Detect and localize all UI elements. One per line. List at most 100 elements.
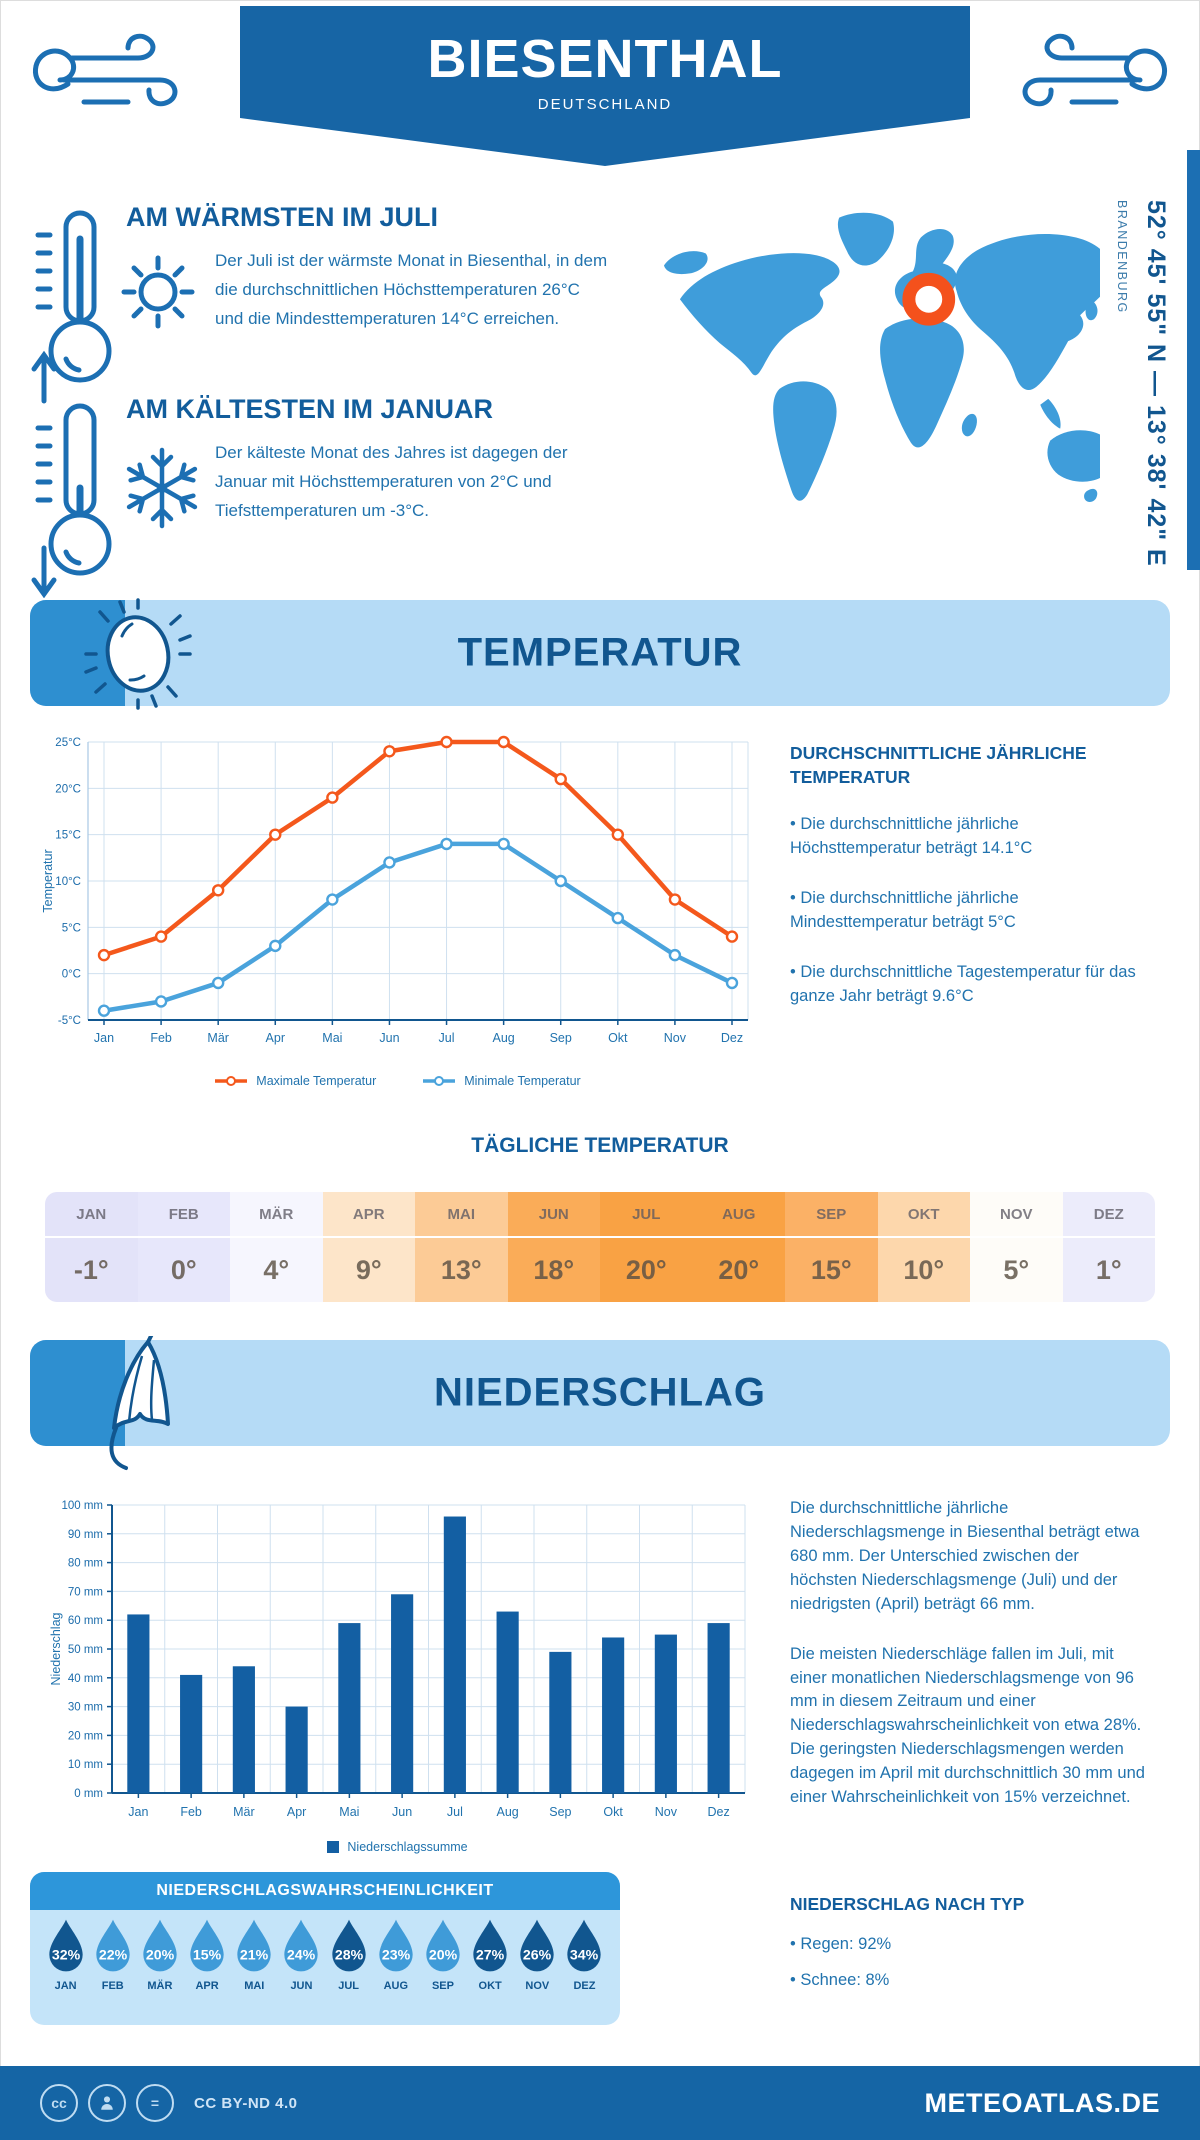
coldest-month-text: Der kälteste Monat des Jahres ist dagege…	[215, 443, 568, 520]
thermometer-up-icon	[31, 210, 112, 404]
location-marker	[902, 272, 956, 326]
daily-temp-column: MÄR 4°	[230, 1192, 323, 1302]
precipitation-paragraph: Die meisten Niederschläge fallen im Juli…	[790, 1644, 1145, 1807]
probability-drop: 34% DEZ	[561, 1918, 608, 1992]
svg-text:50 mm: 50 mm	[68, 1644, 103, 1656]
water-drop-icon: 28%	[331, 1919, 366, 1972]
brand-link[interactable]: METEOATLAS.DE	[924, 2087, 1160, 2118]
svg-text:Jan: Jan	[94, 1031, 114, 1045]
warmest-month-title: AM WÄRMSTEN IM JULI	[126, 202, 438, 232]
daily-temp-column: DEZ 1°	[1062, 1192, 1155, 1302]
svg-text:Feb: Feb	[150, 1031, 172, 1045]
temperature-bullet: • Die durchschnittliche Tagestemperatur …	[790, 962, 1136, 1005]
precipitation-section-banner: NIEDERSCHLAG	[30, 1336, 1170, 1470]
umbrella-banner-icon	[109, 1336, 170, 1470]
daily-temp-column: JAN -1°	[45, 1192, 138, 1302]
svg-text:23%: 23%	[382, 1948, 411, 1964]
daily-temp-month: DEZ	[1093, 1205, 1124, 1223]
water-drop-icon: 26%	[520, 1919, 554, 1972]
probability-title: NIEDERSCHLAGSWAHRSCHEINLICHKEIT	[30, 1872, 620, 1910]
svg-text:Aug: Aug	[493, 1031, 515, 1045]
daily-temp-month: SEP	[816, 1205, 847, 1223]
daily-temp-column: OKT 10°	[877, 1192, 970, 1302]
svg-text:34%: 34%	[570, 1948, 599, 1964]
svg-text:30 mm: 30 mm	[68, 1702, 103, 1714]
svg-text:Nov: Nov	[655, 1805, 678, 1819]
sun-icon	[121, 255, 195, 329]
daily-temperature-title: TÄGLICHE TEMPERATUR	[471, 1134, 729, 1157]
probability-drop: 26% NOV	[514, 1918, 561, 1992]
header-banner: BIESENTHAL DEUTSCHLAND	[240, 6, 970, 166]
water-drop-icon: 32%	[48, 1919, 83, 1972]
water-drop-icon: 24%	[284, 1919, 319, 1972]
page-title: BIESENTHAL	[427, 29, 783, 89]
probability-drop: 28% JUL	[325, 1918, 372, 1992]
daily-temp-value: 5°	[970, 1236, 1063, 1302]
daily-temp-column: NOV 5°	[970, 1192, 1063, 1302]
daily-temp-month: FEB	[168, 1205, 199, 1223]
svg-text:Aug: Aug	[497, 1805, 519, 1819]
svg-text:24%: 24%	[287, 1948, 316, 1964]
cc-by-person-icon[interactable]	[88, 2084, 126, 2122]
temperature-bullet: • Die durchschnittliche jährliche Mindes…	[790, 889, 1019, 932]
probability-drops: 32% JAN 22% FEB 20% MÄR 15% APR 21% MAI 24% JUN 28% J…	[30, 1910, 620, 1992]
daily-temperature-table: JAN -1° FEB 0° MÄR 4° APR 9° MAI 13° JUN 18° JUL 20° A…	[45, 1192, 1155, 1302]
precipitation-probability-panel: NIEDERSCHLAGSWAHRSCHEINLICHKEIT 32% JAN 22…	[30, 1872, 620, 2025]
water-drop-icon: 23%	[379, 1919, 413, 1972]
daily-temp-value: 20°	[692, 1236, 785, 1302]
water-drop-icon: 21%	[237, 1919, 271, 1972]
daily-temp-month: JUN	[538, 1205, 569, 1223]
svg-text:Jun: Jun	[392, 1805, 412, 1819]
svg-text:0 mm: 0 mm	[74, 1788, 103, 1800]
probability-drop: 24% JUN	[278, 1918, 325, 1992]
svg-text:20°C: 20°C	[55, 783, 81, 795]
probability-drop: 23% AUG	[372, 1918, 419, 1992]
water-drop-icon: 27%	[473, 1919, 507, 1972]
svg-text:Sep: Sep	[550, 1031, 572, 1045]
svg-text:Jun: Jun	[379, 1031, 399, 1045]
precipitation-type-bullet: • Regen: 92%	[790, 1934, 892, 1953]
probability-drop: 27% OKT	[467, 1918, 514, 1992]
daily-temp-value: 9°	[322, 1236, 415, 1302]
cc-icon[interactable]: cc	[40, 2084, 78, 2122]
daily-temp-month: NOV	[999, 1205, 1033, 1223]
svg-text:Dez: Dez	[721, 1031, 743, 1045]
svg-text:27%: 27%	[476, 1948, 505, 1964]
svg-text:70 mm: 70 mm	[68, 1586, 103, 1598]
svg-text:20%: 20%	[429, 1948, 458, 1964]
svg-text:100 mm: 100 mm	[61, 1500, 103, 1512]
svg-text:Jul: Jul	[447, 1805, 463, 1819]
svg-text:0°C: 0°C	[62, 969, 81, 981]
daily-temp-value: 4°	[230, 1236, 323, 1302]
daily-temp-column: JUN 18°	[507, 1192, 600, 1302]
precipitation-type-bullet: • Schnee: 8%	[790, 1970, 890, 1989]
svg-text:Apr: Apr	[266, 1031, 285, 1045]
cc-nd-icon[interactable]: =	[136, 2084, 174, 2122]
svg-text:21%: 21%	[240, 1948, 269, 1964]
svg-text:Mai: Mai	[322, 1031, 342, 1045]
probability-drop: 15% APR	[184, 1918, 231, 1992]
svg-text:Nov: Nov	[664, 1031, 687, 1045]
svg-text:26%: 26%	[523, 1948, 552, 1964]
svg-text:15°C: 15°C	[55, 830, 81, 842]
svg-text:80 mm: 80 mm	[68, 1558, 103, 1570]
daily-temp-value: -1°	[45, 1236, 138, 1302]
precipitation-section-title: NIEDERSCHLAG	[433, 1370, 767, 1415]
right-edge-bar	[1187, 150, 1200, 570]
svg-text:Dez: Dez	[708, 1805, 730, 1819]
coldest-month-title: AM KÄLTESTEN IM JANUAR	[126, 394, 493, 424]
daily-temp-value: 1°	[1062, 1236, 1155, 1302]
daily-temp-value: 20°	[600, 1236, 693, 1302]
precipitation-type: NIEDERSCHLAG NACH TYP • Regen: 92% • Sch…	[790, 1893, 1148, 1992]
svg-text:-5°C: -5°C	[58, 1015, 81, 1027]
svg-text:40 mm: 40 mm	[68, 1673, 103, 1685]
svg-text:Niederschlag: Niederschlag	[49, 1612, 63, 1685]
wind-icon	[1022, 33, 1168, 107]
daily-temp-month: JAN	[76, 1205, 107, 1223]
daily-temp-value: 13°	[415, 1236, 508, 1302]
svg-text:10 mm: 10 mm	[68, 1759, 103, 1771]
warmest-month-text: Der Juli ist der wärmste Monat in Biesen…	[215, 251, 608, 328]
svg-text:20%: 20%	[146, 1948, 175, 1964]
temperature-line-chart: -5°C 0°C 5°C 10°C 15°C 20°C 25°C Jan Feb Mär Apr Ma…	[41, 735, 749, 1045]
